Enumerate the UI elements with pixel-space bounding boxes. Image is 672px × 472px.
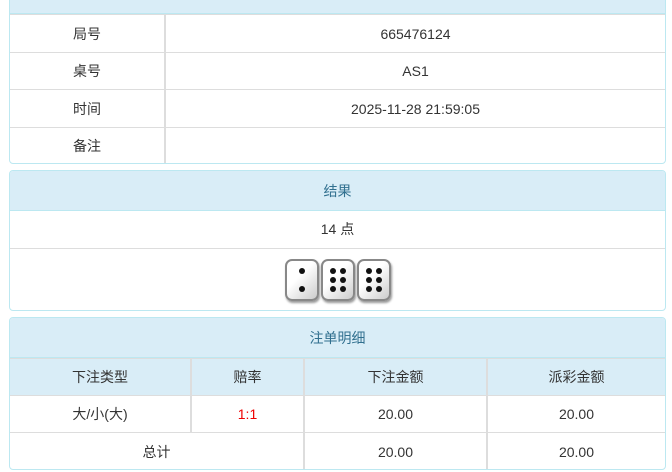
odds: 1:1 <box>190 395 304 433</box>
pip <box>365 276 372 283</box>
pip <box>365 268 372 275</box>
bet-type: 大/小(大) <box>10 395 191 433</box>
header-payout: 派彩金额 <box>486 358 665 396</box>
label: 时间 <box>10 89 165 128</box>
row-table-number: 桌号 AS1 <box>10 52 665 90</box>
pip <box>375 276 382 283</box>
total-label: 总计 <box>10 432 304 469</box>
label: 局号 <box>10 14 165 53</box>
bet-details-title: 注单明细 <box>10 318 665 358</box>
row-time: 时间 2025-11-28 21:59:05 <box>10 89 665 128</box>
row-round-number: 局号 665476124 <box>10 14 665 53</box>
bet-amount: 20.00 <box>303 395 487 433</box>
pip <box>329 268 336 275</box>
result-title: 结果 <box>10 171 665 211</box>
value: AS1 <box>164 52 665 90</box>
table-row: 大/小(大) 1:1 20.00 20.00 <box>10 395 665 433</box>
pip <box>339 285 346 292</box>
total-row: 总计 20.00 20.00 <box>10 432 665 469</box>
label: 备注 <box>10 127 165 163</box>
pip <box>298 268 305 275</box>
pip <box>298 285 305 292</box>
bet-details-panel: 注单明细 下注类型 赔率 下注金额 派彩金额 大/小(大) 1:1 20.00 … <box>9 317 666 470</box>
pip <box>329 276 336 283</box>
result-panel: 结果 14 点 <box>9 170 666 311</box>
pip <box>339 268 346 275</box>
header-bet-type: 下注类型 <box>10 358 191 396</box>
die-2-icon <box>284 259 319 301</box>
bet-header-row: 下注类型 赔率 下注金额 派彩金额 <box>10 358 665 396</box>
pip <box>375 268 382 275</box>
header-odds: 赔率 <box>190 358 304 396</box>
total-payout: 20.00 <box>486 432 665 469</box>
total-amount: 20.00 <box>303 432 487 469</box>
dice-display <box>10 249 665 301</box>
round-info-panel: 局号 665476124 桌号 AS1 时间 2025-11-28 21:59:05 … <box>9 0 666 164</box>
die-6-icon <box>320 259 355 301</box>
header-bet-amount: 下注金额 <box>303 358 487 396</box>
pip <box>375 285 382 292</box>
value: 665476124 <box>164 14 665 53</box>
payout: 20.00 <box>486 395 665 433</box>
pip <box>365 285 372 292</box>
row-remark: 备注 <box>10 127 665 163</box>
label: 桌号 <box>10 52 165 90</box>
pip <box>329 285 336 292</box>
result-points: 14 点 <box>320 221 355 237</box>
pip <box>339 276 346 283</box>
value: 2025-11-28 21:59:05 <box>164 89 665 128</box>
value <box>164 127 665 163</box>
die-6-icon <box>356 259 391 301</box>
